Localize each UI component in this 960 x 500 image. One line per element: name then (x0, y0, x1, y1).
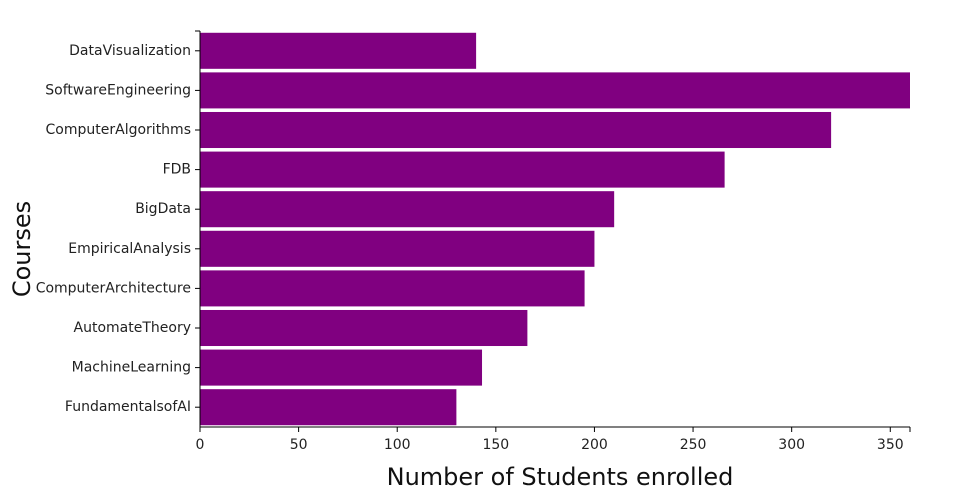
y-axis-title: Courses (8, 201, 36, 297)
bar-ComputerArchitecture (200, 270, 585, 307)
y-tick-label: SoftwareEngineering (45, 82, 191, 98)
y-axis-ticks: DataVisualization SoftwareEngineering Comp… (36, 30, 200, 415)
bar-DataVisualization (200, 32, 477, 69)
x-tick-label: 100 (384, 437, 411, 453)
x-axis-ticks: 0 50 100 150 200 250 300 350 (196, 427, 911, 453)
bar-EmpiricalAnalysis (200, 230, 595, 267)
bar-BigData (200, 191, 615, 228)
bar-ComputerAlgorithms (200, 111, 832, 149)
x-tick-label: 350 (877, 437, 904, 453)
y-tick-label: EmpiricalAnalysis (68, 241, 191, 257)
y-tick-label: ComputerArchitecture (36, 280, 191, 296)
y-tick-label: BigData (135, 201, 191, 217)
y-tick-label: AutomateTheory (74, 320, 191, 336)
x-tick-label: 150 (482, 437, 509, 453)
y-tick-label: ComputerAlgorithms (46, 122, 191, 138)
x-tick-label: 250 (680, 437, 707, 453)
bar-FDB (200, 151, 725, 188)
y-tick-label: MachineLearning (72, 360, 191, 376)
x-tick-label: 50 (290, 437, 308, 453)
y-tick-label: DataVisualization (69, 43, 191, 59)
y-tick-label: FDB (163, 162, 191, 178)
x-tick-label: 0 (196, 437, 205, 453)
bar-SoftwareEngineering (200, 72, 910, 109)
x-tick-label: 300 (778, 437, 805, 453)
bar-AutomateTheory (200, 309, 528, 347)
x-axis-title: Number of Students enrolled (387, 463, 734, 491)
y-tick-label: FundamentalsofAI (65, 399, 191, 415)
x-tick-label: 200 (581, 437, 608, 453)
bars-group (200, 32, 910, 426)
bar-FundamentalsofAI (200, 389, 457, 426)
bar-MachineLearning (200, 349, 483, 386)
